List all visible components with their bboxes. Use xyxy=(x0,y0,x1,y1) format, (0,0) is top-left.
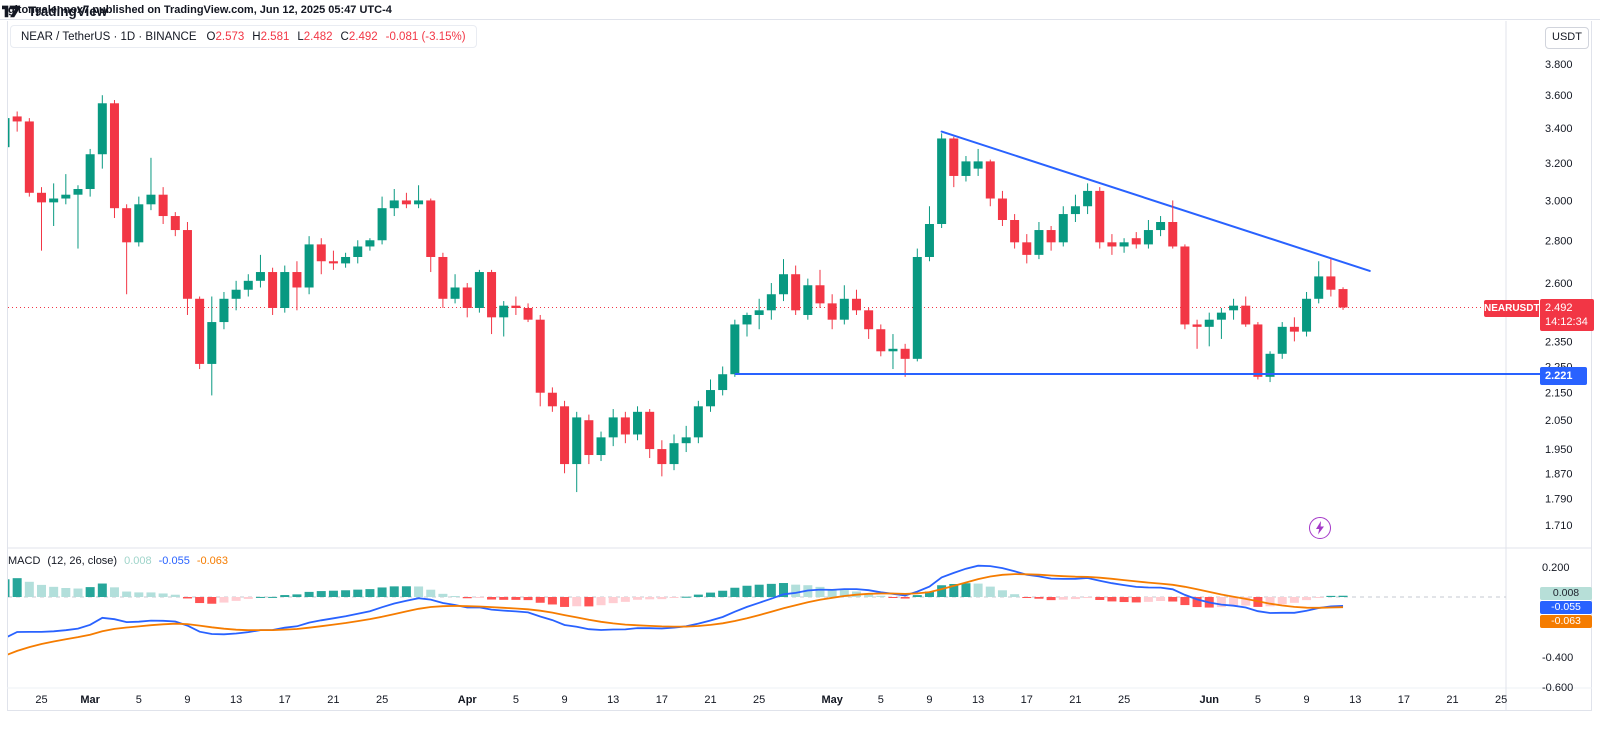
svg-text:2.800: 2.800 xyxy=(1545,235,1573,247)
publisher-text: gitongalennox7 published on TradingView.… xyxy=(8,4,392,16)
currency-toggle-button[interactable]: USDT xyxy=(1545,27,1589,49)
macd-signal-value: -0.063 xyxy=(196,555,229,567)
svg-text:13: 13 xyxy=(1349,694,1361,706)
macd-params: (12, 26, close) xyxy=(47,555,118,567)
svg-text:9: 9 xyxy=(1303,694,1309,706)
ohlc-open: O2.573 xyxy=(206,30,245,43)
svg-text:2.050: 2.050 xyxy=(1545,415,1573,427)
svg-text:1.710: 1.710 xyxy=(1545,520,1573,532)
svg-text:21: 21 xyxy=(1069,694,1081,706)
macd-title: MACD xyxy=(8,555,41,567)
svg-text:5: 5 xyxy=(878,694,884,706)
macd-axis[interactable]: 0.200 -0.400 -0.600 xyxy=(1542,562,1573,694)
svg-text:-0.400: -0.400 xyxy=(1542,652,1573,664)
support-price-tag: 2.221 xyxy=(1540,367,1587,385)
svg-text:21: 21 xyxy=(327,694,339,706)
svg-text:5: 5 xyxy=(1255,694,1261,706)
svg-text:13: 13 xyxy=(607,694,619,706)
svg-text:1.790: 1.790 xyxy=(1545,493,1573,505)
svg-text:25: 25 xyxy=(376,694,388,706)
symbol-title: NEAR / TetherUS · 1D · BINANCE xyxy=(21,30,197,43)
svg-text:2.350: 2.350 xyxy=(1545,336,1573,348)
price-pane[interactable] xyxy=(8,130,1486,309)
svg-text:17: 17 xyxy=(1021,694,1033,706)
symbol-legend[interactable]: NEAR / TetherUS · 1D · BINANCE O2.573 H2… xyxy=(10,25,477,48)
last-price-tag: 2.492 14:12:34 xyxy=(1540,299,1594,331)
svg-text:2.600: 2.600 xyxy=(1545,278,1573,290)
svg-text:25: 25 xyxy=(753,694,765,706)
svg-text:25: 25 xyxy=(35,694,47,706)
svg-text:Mar: Mar xyxy=(80,694,100,706)
svg-text:9: 9 xyxy=(926,694,932,706)
macd-signal-line xyxy=(8,573,1344,656)
svg-text:3.600: 3.600 xyxy=(1545,90,1573,102)
publisher-bar: gitongalennox7 published on TradingView.… xyxy=(0,0,1600,20)
svg-text:13: 13 xyxy=(972,694,984,706)
svg-text:3.800: 3.800 xyxy=(1545,59,1573,71)
tradingview-attribution[interactable]: TradingView xyxy=(0,0,1600,22)
ohlc-close: C2.492 xyxy=(340,30,378,43)
macd-histogram xyxy=(8,578,1348,608)
svg-text:3.000: 3.000 xyxy=(1545,195,1573,207)
time-axis[interactable]: 25 Mar 5 9 13 17 21 25 Apr 5 9 13 17 21 25 May 5 9 13 17 21 2… xyxy=(35,694,1507,706)
svg-text:1.950: 1.950 xyxy=(1545,444,1573,456)
svg-text:0.200: 0.200 xyxy=(1542,562,1570,574)
svg-text:17: 17 xyxy=(1398,694,1410,706)
svg-text:21: 21 xyxy=(1446,694,1458,706)
chart-frame xyxy=(7,21,1592,711)
change-value: -0.081 (-3.15%) xyxy=(385,30,466,43)
svg-text:9: 9 xyxy=(184,694,190,706)
svg-text:-0.600: -0.600 xyxy=(1542,682,1573,694)
svg-text:5: 5 xyxy=(136,694,142,706)
svg-text:9: 9 xyxy=(561,694,567,706)
svg-text:17: 17 xyxy=(656,694,668,706)
pane-separators xyxy=(7,21,1592,711)
macd-line-value: -0.055 xyxy=(158,555,190,567)
svg-text:May: May xyxy=(821,694,843,706)
last-price-value: 2.492 xyxy=(1545,302,1573,314)
last-price-symbol-tag: NEARUSDT xyxy=(1484,300,1540,317)
bar-countdown: 14:12:34 xyxy=(1545,316,1588,328)
ohlc-high: H2.581 xyxy=(252,30,290,43)
svg-text:3.200: 3.200 xyxy=(1545,158,1573,170)
macd-legend[interactable]: MACD (12, 26, close) 0.008 -0.055 -0.063 xyxy=(8,555,228,567)
macd-line xyxy=(8,564,1344,638)
descending-trendline[interactable] xyxy=(940,130,1371,272)
svg-text:5: 5 xyxy=(513,694,519,706)
svg-text:3.400: 3.400 xyxy=(1545,123,1573,135)
flash-boost-button[interactable] xyxy=(1309,517,1331,539)
tradingview-logo-icon xyxy=(2,5,20,18)
price-axis[interactable]: 3.800 3.600 3.400 3.200 3.000 2.800 2.600 2.350… xyxy=(1545,59,1573,532)
svg-text:21: 21 xyxy=(704,694,716,706)
svg-text:17: 17 xyxy=(279,694,291,706)
macd-pane[interactable] xyxy=(1,564,1507,656)
svg-text:2.150: 2.150 xyxy=(1545,388,1573,400)
ohlc-low: L2.482 xyxy=(297,30,333,43)
svg-text:Apr: Apr xyxy=(458,694,478,706)
macd-signal-axis-tag: -0.063 xyxy=(1540,615,1592,628)
macd-hist-axis-tag: 0.008 xyxy=(1540,587,1592,600)
candles-layer xyxy=(8,95,1348,493)
lightning-icon xyxy=(1316,521,1324,535)
svg-text:25: 25 xyxy=(1495,694,1507,706)
macd-line-axis-tag: -0.055 xyxy=(1540,601,1592,614)
svg-text:1.870: 1.870 xyxy=(1545,468,1573,480)
svg-text:25: 25 xyxy=(1118,694,1130,706)
svg-text:Jun: Jun xyxy=(1199,694,1219,706)
macd-hist-value: 0.008 xyxy=(124,555,152,567)
svg-text:13: 13 xyxy=(230,694,242,706)
tradingview-brand-text: TradingView xyxy=(28,3,108,19)
